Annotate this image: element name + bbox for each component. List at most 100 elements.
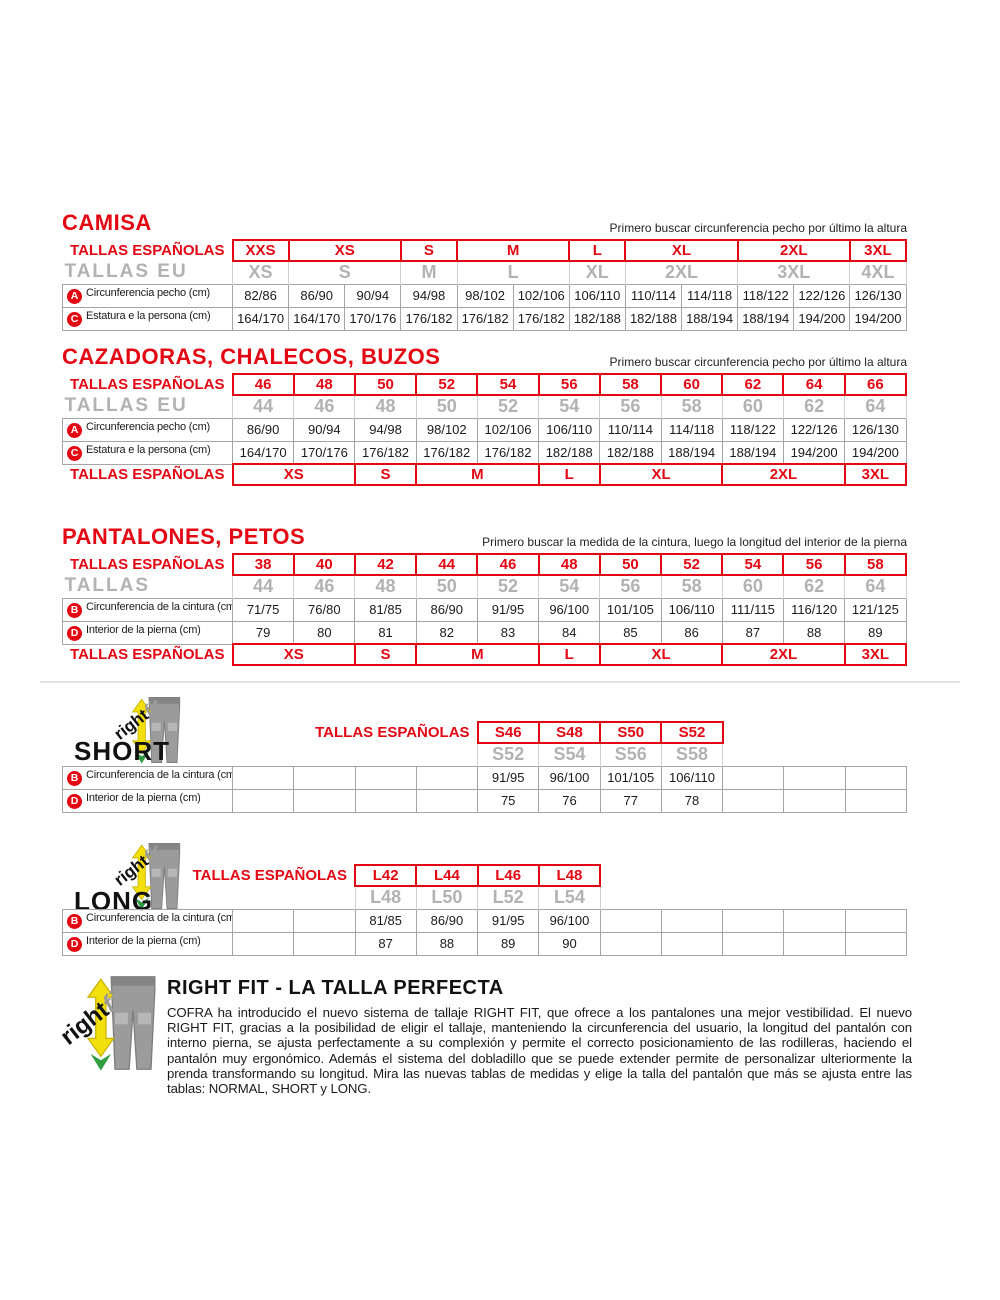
stature-value: 176/182 — [354, 440, 417, 465]
waist-value: 86/90 — [415, 597, 478, 622]
leg-value: 79 — [231, 620, 295, 645]
rightfit-paragraph: COFRA ha introducido el nuevo sistema de… — [167, 1005, 912, 1096]
es-letter-size: XL — [598, 643, 724, 666]
eu-size: 46 — [293, 575, 356, 598]
empty-cell — [354, 788, 417, 813]
row-label: A Circunferencia pecho (cm) — [62, 283, 233, 308]
stature-row: C Estatura e la persona (cm) 164/170 164/… — [62, 306, 907, 331]
leg-value: 87 — [354, 931, 417, 956]
chest-value: 110/114 — [624, 283, 683, 308]
waist-value: 121/125 — [844, 597, 907, 622]
waist-value: 91/95 — [476, 597, 540, 622]
leg-row: D Interior de la pierna (cm) 75 76 77 78 — [62, 788, 908, 813]
empty-cell — [415, 765, 479, 790]
waist-value: 86/90 — [415, 908, 479, 933]
short-table: TALLAS ESPAÑOLAS S46 S48 S50 S52 S52 S54… — [62, 721, 908, 813]
badge-b-icon: B — [67, 602, 82, 618]
stature-value: 176/182 — [456, 306, 514, 331]
es-letter-size: M — [415, 463, 540, 486]
empty-cell — [844, 908, 908, 933]
eu-size: 44 — [231, 395, 295, 418]
es-size: 56 — [782, 553, 846, 576]
eu-size: 60 — [721, 395, 784, 418]
chest-value: 122/126 — [793, 283, 851, 308]
eu-size: 62 — [782, 395, 846, 418]
leg-value: 89 — [477, 931, 540, 956]
chest-value: 118/122 — [737, 283, 795, 308]
leg-value: 88 — [782, 620, 846, 645]
stature-value: 170/176 — [293, 440, 356, 465]
leg-row: D Interior de la pierna (cm) 87 88 89 90 — [62, 931, 908, 956]
es-size: S48 — [537, 721, 602, 744]
eu-size: L54 — [538, 886, 601, 909]
stature-value: 182/188 — [599, 440, 662, 465]
stature-value: 194/200 — [844, 440, 907, 465]
es-letter-size: L — [537, 643, 601, 666]
row-label: TALLAS ESPAÑOLAS — [70, 646, 225, 664]
row-label: D Interior de la pierna (cm) — [62, 931, 233, 956]
pantalones-section: PANTALONES, PETOS Primero buscar la medi… — [62, 524, 908, 666]
stature-value: 176/182 — [415, 440, 478, 465]
eu-size: XL — [568, 261, 626, 284]
pantalones-title: PANTALONES, PETOS — [62, 524, 306, 549]
eu-size: 50 — [415, 395, 478, 418]
waist-value: 76/80 — [293, 597, 356, 622]
leg-value: 88 — [415, 931, 479, 956]
pants-arrow-icon — [131, 842, 181, 910]
eu-size: XS — [231, 261, 290, 284]
stature-value: 182/188 — [538, 440, 601, 465]
waist-row: B Circunferencia de la cintura (cm) 71/75… — [62, 597, 907, 622]
empty-cell — [722, 931, 785, 956]
stature-value: 182/188 — [568, 306, 626, 331]
es-size: L46 — [476, 864, 540, 887]
chest-value: 86/90 — [288, 283, 346, 308]
chest-value: 90/94 — [344, 283, 402, 308]
row-label: TALLAS EU — [64, 395, 188, 417]
chest-value: 90/94 — [293, 417, 356, 442]
short-title: SHORT — [74, 736, 170, 766]
chest-value: 114/118 — [660, 417, 723, 442]
chest-label: Circunferencia pecho (cm) — [86, 421, 210, 434]
es-size: S52 — [660, 721, 724, 744]
empty-cell — [844, 765, 908, 790]
chest-value: 114/118 — [680, 283, 739, 308]
leg-value: 85 — [599, 620, 662, 645]
leg-label: Interior de la pierna (cm) — [86, 792, 201, 805]
eu-size: S54 — [538, 743, 601, 766]
empty-cell — [231, 788, 295, 813]
rightfit-logo: rightfit — [111, 692, 237, 773]
camisa-title: CAMISA — [62, 210, 152, 235]
es-size: 48 — [292, 373, 356, 396]
stature-value: 194/200 — [793, 306, 851, 331]
stature-value: 176/182 — [400, 306, 458, 331]
es-size: XL — [624, 239, 739, 262]
eu-size: 60 — [721, 575, 784, 598]
badge-a-icon: A — [67, 422, 82, 438]
empty-cell — [660, 908, 724, 933]
chest-value: 126/130 — [844, 417, 907, 442]
eu-size: 56 — [599, 395, 662, 418]
leg-value: 80 — [293, 620, 356, 645]
es-letter-size: XS — [231, 643, 356, 666]
stature-value: 182/188 — [624, 306, 683, 331]
spanish-letter-sizes-row: TALLAS ESPAÑOLAS XS S M L XL 2XL 3XL — [63, 643, 908, 666]
chest-value: 110/114 — [599, 417, 662, 442]
es-size: S50 — [599, 721, 663, 744]
pantalones-note: Primero buscar la medida de la cintura, … — [482, 535, 907, 549]
chest-row: A Circunferencia pecho (cm) 82/86 86/90 9… — [62, 283, 907, 308]
es-letter-size: XS — [231, 463, 356, 486]
cazadoras-table: TALLAS ESPAÑOLAS 46 48 50 52 54 56 58 60… — [62, 373, 908, 486]
section-divider — [40, 681, 960, 683]
empty-cell — [660, 931, 724, 956]
waist-value: 91/95 — [477, 908, 540, 933]
empty-cell — [415, 788, 479, 813]
eu-size: 58 — [660, 395, 723, 418]
row-label: B Circunferencia de la cintura (cm) — [62, 765, 233, 790]
spanish-letter-sizes-row: TALLAS ESPAÑOLAS XS S M L XL 2XL 3XL — [63, 463, 908, 486]
eu-size: 54 — [538, 575, 601, 598]
eu-size: 3XL — [737, 261, 851, 284]
eu-size: 64 — [844, 575, 907, 598]
eu-sizes-row: TALLAS EU XS S M L XL 2XL 3XL 4XL — [63, 261, 907, 284]
es-size: 58 — [598, 373, 663, 396]
